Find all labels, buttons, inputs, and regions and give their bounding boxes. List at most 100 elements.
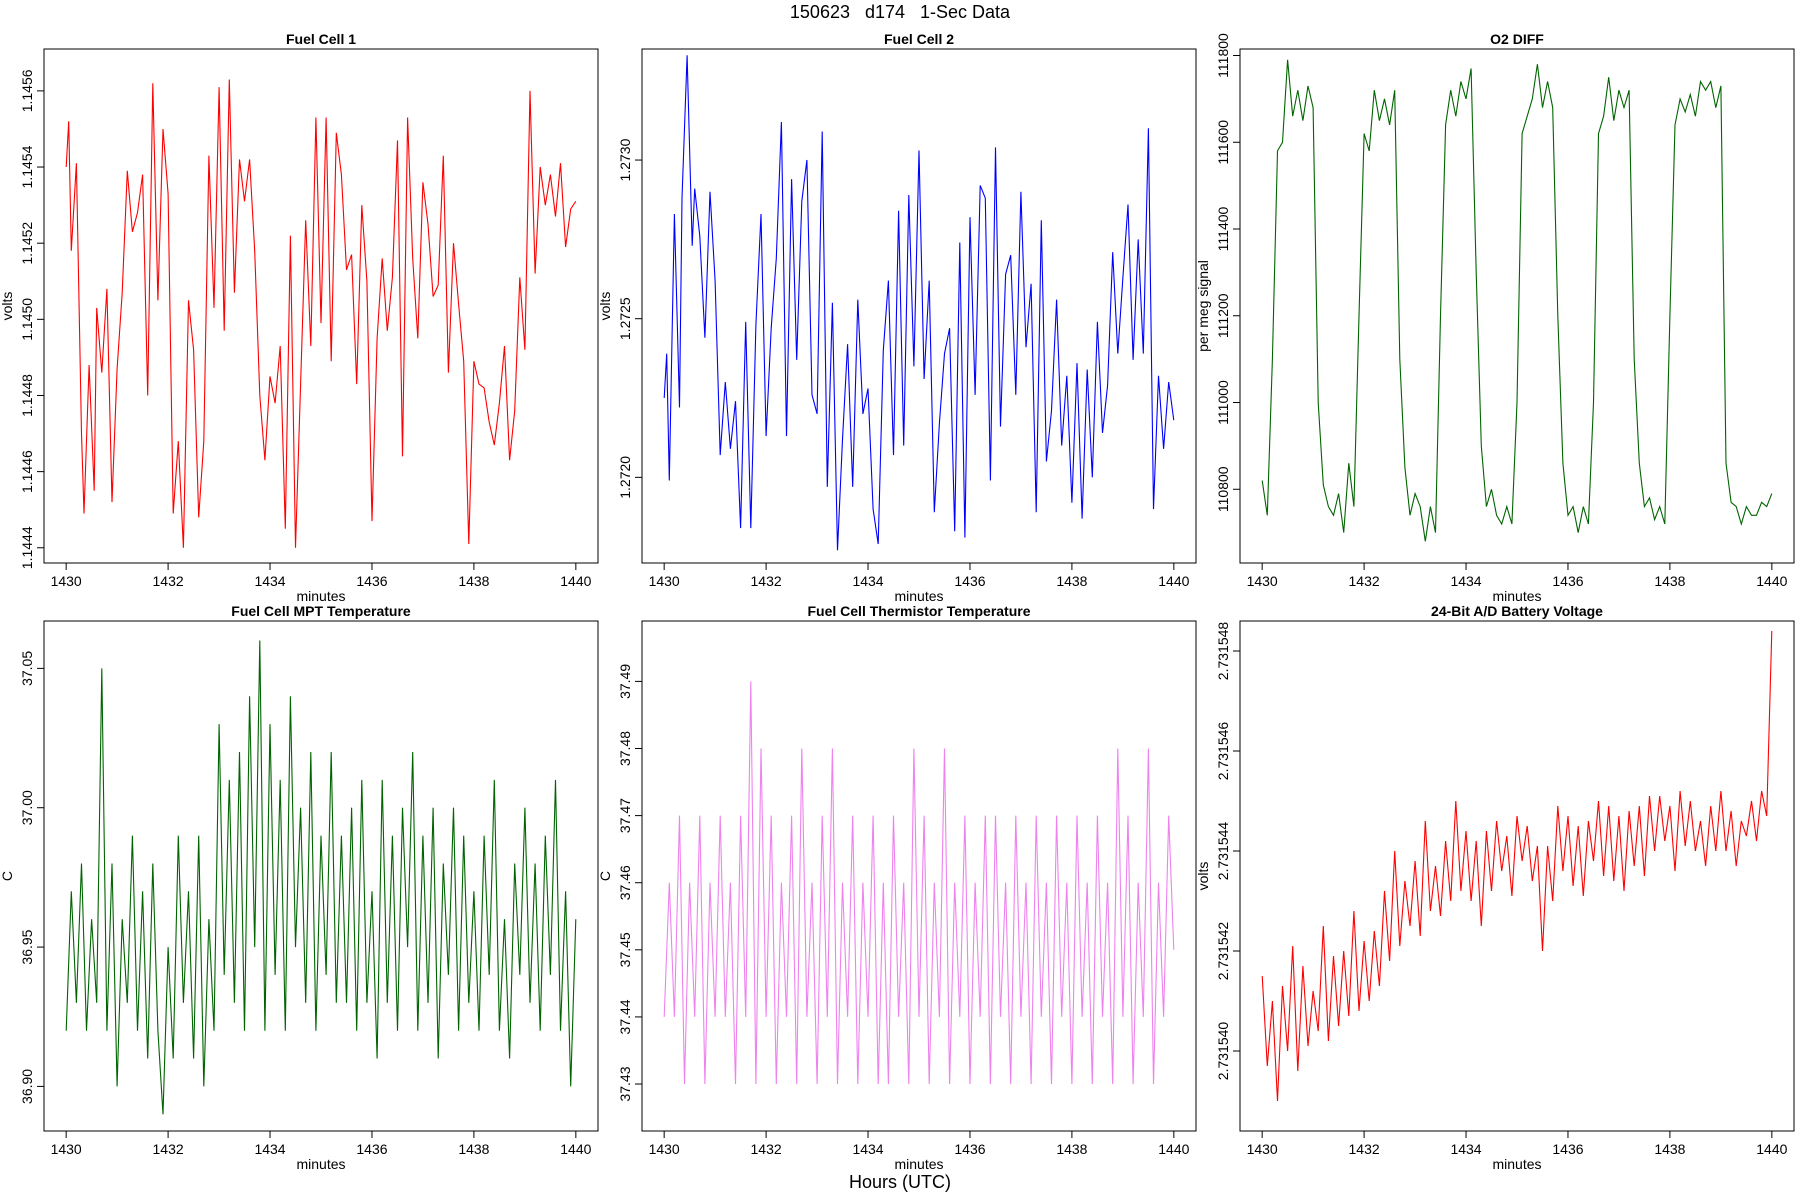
x-tick-label: 1432 — [751, 573, 782, 589]
x-tick-label: 1434 — [1450, 1141, 1481, 1157]
chart-title: Fuel Cell 1 — [286, 31, 356, 47]
y-tick-label: 37.00 — [19, 790, 35, 825]
y-axis-label: volts — [597, 292, 613, 321]
x-tick-label: 1434 — [1450, 573, 1481, 589]
chart-title: Fuel Cell MPT Temperature — [231, 603, 411, 619]
y-tick-label: 2.731546 — [1215, 722, 1231, 781]
plot-frame — [1239, 620, 1795, 1132]
x-axis-label: minutes — [894, 588, 943, 604]
y-tick-label: 111600 — [1215, 120, 1231, 165]
y-tick-label: 111200 — [1215, 293, 1231, 338]
y-tick-label: 1.1454 — [19, 145, 35, 188]
x-tick-label: 1440 — [560, 1141, 591, 1157]
chart-title: 24-Bit A/D Battery Voltage — [1431, 603, 1603, 619]
y-tick-label: 1.1444 — [19, 526, 35, 569]
figure-title: 150623 d174 1-Sec Data — [789, 2, 1011, 22]
x-tick-label: 1436 — [954, 1141, 985, 1157]
x-axis-label: minutes — [894, 1156, 943, 1172]
x-tick-label: 1440 — [1158, 1141, 1189, 1157]
y-tick-label: 36.95 — [19, 929, 35, 964]
y-tick-label: 2.731542 — [1215, 922, 1231, 981]
chart-title: O2 DIFF — [1490, 31, 1544, 47]
x-tick-label: 1436 — [1552, 1141, 1583, 1157]
series-line — [663, 681, 1175, 1085]
chart-panel-2: Fuel Cell 2 1430 1432 1434 1436 1438 1440 minut… — [597, 31, 1197, 604]
x-axis-label: minutes — [296, 1156, 345, 1172]
y-axis-label: C — [0, 871, 15, 881]
y-tick-label: 37.05 — [19, 651, 35, 686]
chart-title: Fuel Cell 2 — [884, 31, 954, 47]
y-tick-label: 1.1446 — [19, 450, 35, 493]
y-tick-label: 1.2725 — [617, 297, 633, 340]
chart-panel-1: Fuel Cell 1 1430 1432 1434 1436 1438 1440 minut… — [0, 31, 599, 604]
x-tick-label: 1434 — [254, 573, 285, 589]
x-axis-label: minutes — [1492, 588, 1541, 604]
y-tick-label: 37.44 — [617, 999, 633, 1034]
y-tick-label: 37.46 — [617, 865, 633, 900]
y-tick-label: 36.90 — [19, 1069, 35, 1104]
x-tick-label: 1436 — [356, 1141, 387, 1157]
plot-frame — [641, 48, 1197, 564]
x-tick-label: 1436 — [954, 573, 985, 589]
y-tick-label: 37.45 — [617, 932, 633, 967]
x-tick-label: 1440 — [1756, 1141, 1787, 1157]
y-tick-label: 1.1452 — [19, 222, 35, 265]
x-axis-label: minutes — [296, 588, 345, 604]
chart-panel-4: Fuel Cell MPT Temperature 1430 1432 1434 143… — [0, 603, 599, 1172]
plot-frame — [1239, 48, 1795, 564]
chart-panel-5: Fuel Cell Thermistor Temperature 1430 1432… — [597, 603, 1197, 1172]
x-tick-label: 1438 — [458, 573, 489, 589]
x-tick-label: 1432 — [1349, 1141, 1380, 1157]
y-tick-label: 2.731544 — [1215, 822, 1231, 881]
series-line — [1261, 59, 1773, 542]
x-tick-label: 1434 — [852, 1141, 883, 1157]
plot-frame — [43, 620, 599, 1132]
x-tick-label: 1438 — [1654, 573, 1685, 589]
x-tick-label: 1436 — [356, 573, 387, 589]
y-tick-label: 37.48 — [617, 731, 633, 766]
x-tick-label: 1438 — [1056, 1141, 1087, 1157]
y-axis-label: volts — [1195, 862, 1211, 891]
y-tick-label: 2.731548 — [1215, 622, 1231, 681]
outer-x-axis-label: Hours (UTC) — [849, 1172, 951, 1192]
series-line — [663, 55, 1175, 551]
x-tick-label: 1432 — [1349, 573, 1380, 589]
y-axis-label: volts — [0, 292, 15, 321]
x-tick-label: 1432 — [153, 1141, 184, 1157]
y-tick-label: 1.1450 — [19, 298, 35, 341]
y-axis-label: per meg signal — [1195, 260, 1211, 352]
x-tick-label: 1430 — [1247, 1141, 1278, 1157]
y-tick-label: 1.2730 — [617, 138, 633, 181]
x-tick-label: 1430 — [51, 573, 82, 589]
y-tick-label: 111400 — [1215, 206, 1231, 251]
x-tick-label: 1432 — [751, 1141, 782, 1157]
x-tick-label: 1436 — [1552, 573, 1583, 589]
x-tick-label: 1430 — [649, 573, 680, 589]
y-tick-label: 37.49 — [617, 664, 633, 699]
x-tick-label: 1438 — [458, 1141, 489, 1157]
x-tick-label: 1438 — [1056, 573, 1087, 589]
x-tick-label: 1434 — [254, 1141, 285, 1157]
y-tick-label: 1.1448 — [19, 374, 35, 417]
x-tick-label: 1432 — [153, 573, 184, 589]
x-tick-label: 1430 — [649, 1141, 680, 1157]
x-tick-label: 1440 — [1756, 573, 1787, 589]
x-tick-label: 1440 — [560, 573, 591, 589]
y-tick-label: 110800 — [1215, 466, 1231, 512]
y-tick-label: 1.2720 — [617, 456, 633, 499]
chart-panel-6: 24-Bit A/D Battery Voltage 1430 1432 1434 14… — [1195, 603, 1795, 1172]
x-axis-label: minutes — [1492, 1156, 1541, 1172]
x-tick-label: 1440 — [1158, 573, 1189, 589]
x-tick-label: 1438 — [1654, 1141, 1685, 1157]
chart-panel-3: O2 DIFF 1430 1432 1434 1436 1438 1440 minutes 11… — [1195, 31, 1795, 604]
series-line — [65, 79, 577, 548]
y-tick-label: 1.1456 — [19, 69, 35, 112]
series-line — [1261, 630, 1773, 1102]
y-tick-label: 2.731540 — [1215, 1022, 1231, 1081]
y-axis-label: C — [597, 871, 613, 881]
y-tick-label: 37.43 — [617, 1066, 633, 1101]
x-tick-label: 1434 — [852, 573, 883, 589]
series-line — [65, 640, 577, 1115]
